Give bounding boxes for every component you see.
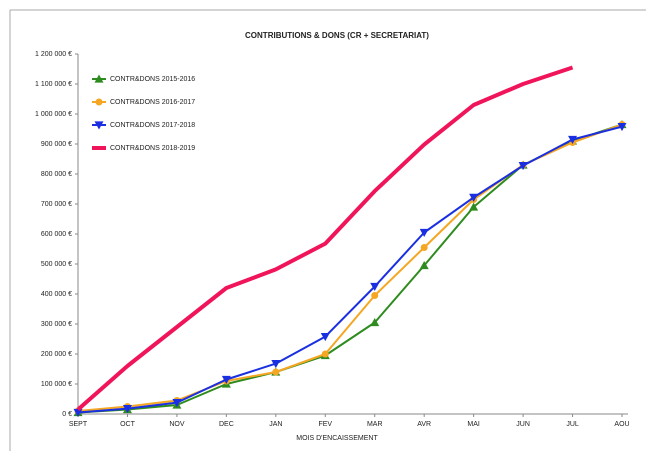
data-point [568, 135, 578, 144]
y-tick-label: 900 000 € [41, 141, 72, 148]
data-point [172, 399, 182, 408]
series-line [76, 65, 574, 412]
y-tick-label: 1 200 000 € [35, 51, 72, 58]
data-point [370, 318, 380, 327]
x-tick-label: OCT [120, 421, 136, 428]
y-tick-label: 200 000 € [41, 351, 72, 358]
y-tick-label: 500 000 € [41, 261, 72, 268]
data-point [469, 202, 479, 211]
data-point [272, 368, 280, 376]
legend-marker [94, 74, 104, 83]
x-axis-title: MOIS D'ENCAISSEMENT [296, 435, 378, 442]
legend-label: CONTR&DONS 2016-2017 [110, 99, 195, 106]
legend-label: CONTR&DONS 2018-2019 [110, 145, 195, 152]
x-tick-label: AVR [417, 421, 431, 428]
data-point [518, 162, 528, 171]
data-point [73, 408, 83, 417]
y-tick-label: 400 000 € [41, 291, 72, 298]
data-point [617, 123, 627, 132]
y-tick-label: 1 100 000 € [35, 81, 72, 88]
chart-title: CONTRIBUTIONS & DONS (CR + SECRETARIAT) [245, 31, 429, 40]
legend-label: CONTR&DONS 2017-2018 [110, 122, 195, 129]
data-point [370, 282, 380, 291]
data-point [271, 360, 281, 369]
x-tick-label: SEPT [69, 421, 88, 428]
data-point [419, 261, 429, 270]
data-point [221, 375, 231, 384]
legend-label: CONTR&DONS 2015-2016 [110, 76, 195, 83]
x-tick-label: AOU [614, 421, 629, 428]
x-tick-label: NOV [169, 421, 185, 428]
y-tick-label: 300 000 € [41, 321, 72, 328]
y-tick-label: 100 000 € [41, 381, 72, 388]
x-tick-label: JAN [269, 421, 282, 428]
x-tick-label: FEV [318, 421, 332, 428]
data-point [320, 333, 330, 342]
data-point [469, 193, 479, 202]
x-tick-label: MAI [467, 421, 480, 428]
x-tick-label: DEC [219, 421, 234, 428]
series-line [77, 125, 623, 414]
y-tick-label: 700 000 € [41, 201, 72, 208]
x-tick-label: JUN [516, 421, 530, 428]
data-point [321, 350, 329, 358]
legend-marker [95, 98, 103, 106]
x-tick-label: MAR [367, 421, 383, 428]
legend-marker [94, 121, 104, 130]
data-point [420, 244, 428, 251]
y-tick-label: 0 € [62, 411, 72, 418]
y-tick-label: 600 000 € [41, 231, 72, 238]
data-point [419, 228, 429, 237]
x-tick-label: JUL [566, 421, 579, 428]
y-tick-label: 800 000 € [41, 171, 72, 178]
data-point [371, 292, 379, 299]
data-point [122, 405, 132, 414]
y-tick-label: 1 000 000 € [35, 111, 72, 118]
